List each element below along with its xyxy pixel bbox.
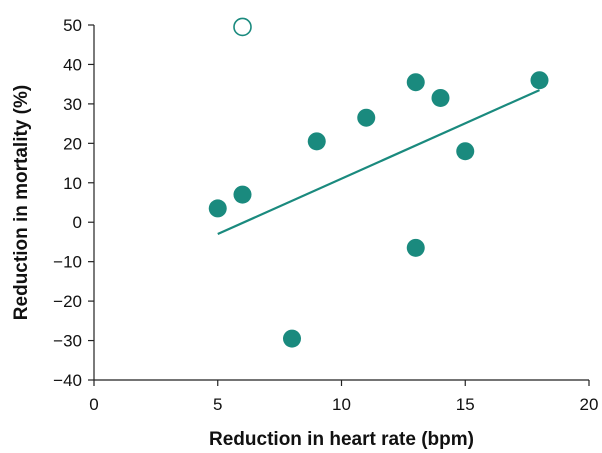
data-points [208,17,549,348]
y-tick-label: 20 [63,134,82,153]
y-tick-label: 10 [63,174,82,193]
y-tick-label: −10 [53,253,82,272]
x-tick-label: 0 [89,395,98,414]
y-ticks: −40 −30 −20 −10 0 10 20 30 40 50 [53,16,94,390]
data-point [431,88,450,107]
axes [93,25,589,381]
outlier-point [233,17,252,37]
data-point [357,108,376,127]
data-point [307,132,326,151]
x-tick-label: 20 [580,395,599,414]
y-tick-label: 50 [63,16,82,35]
data-point [233,185,252,204]
data-point [283,329,301,348]
x-tick-label: 15 [456,395,475,414]
trend-line [217,89,540,236]
x-tick-label: 5 [213,395,222,414]
y-axis-title: Reduction in mortality (%) [11,85,32,320]
y-tick-label: −30 [53,332,82,351]
y-tick-label: 40 [63,55,82,74]
data-point [530,71,549,90]
x-axis-title: Reduction in heart rate (bpm) [209,429,474,450]
data-point [456,142,475,161]
data-point [406,238,425,257]
y-tick-label: 30 [63,95,82,114]
y-tick-label: −20 [53,292,82,311]
data-point [406,73,425,92]
x-tick-label: 10 [332,395,351,414]
data-point [208,199,227,218]
x-ticks: 0 5 10 15 20 [89,380,598,414]
y-tick-label: 0 [73,213,82,232]
y-tick-label: −40 [53,371,82,390]
